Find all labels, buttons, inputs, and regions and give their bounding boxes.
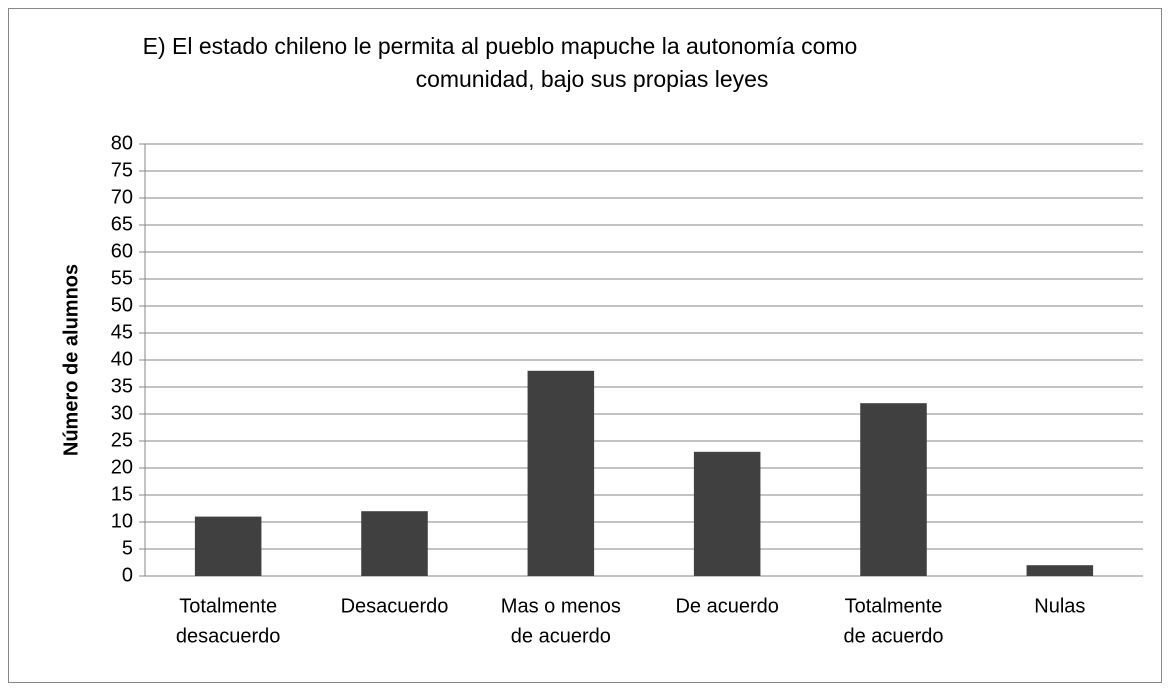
x-tick-label: de acuerdo (511, 625, 611, 647)
y-tick-label: 55 (111, 267, 133, 289)
x-tick-label: desacuerdo (176, 625, 281, 647)
y-tick-label: 5 (122, 537, 133, 559)
y-tick-label: 50 (111, 294, 133, 316)
bar (1026, 565, 1094, 576)
y-tick-label: 80 (111, 132, 133, 154)
y-tick-label: 45 (111, 321, 133, 343)
bar (194, 516, 262, 576)
y-tick-label: 20 (111, 456, 133, 478)
y-tick-label: 0 (122, 564, 133, 586)
y-tick-label: 70 (111, 186, 133, 208)
y-tick-label: 75 (111, 159, 133, 181)
y-tick-label: 60 (111, 240, 133, 262)
x-tick-label: De acuerdo (675, 595, 778, 617)
x-tick-label: Totalmente (179, 595, 277, 617)
bar (860, 403, 927, 576)
chart-title: E) El estado chileno le permita al puebl… (143, 33, 858, 59)
bar (693, 451, 761, 576)
chart-border (8, 8, 1162, 683)
y-tick-label: 35 (111, 375, 133, 397)
x-tick-label: de acuerdo (843, 625, 943, 647)
y-tick-label: 15 (111, 483, 133, 505)
x-tick-label: Nulas (1034, 595, 1085, 617)
chart-title: comunidad, bajo sus propias leyes (416, 66, 769, 92)
y-tick-label: 10 (111, 510, 133, 532)
y-tick-label: 65 (111, 213, 133, 235)
y-axis-label: Número de alumnos (60, 264, 82, 456)
bar (527, 370, 595, 576)
y-tick-label: 40 (111, 348, 133, 370)
y-tick-label: 25 (111, 429, 133, 451)
bar (361, 511, 428, 576)
x-tick-label: Mas o menos (501, 595, 621, 617)
y-tick-label: 30 (111, 402, 133, 424)
x-tick-label: Totalmente (845, 595, 943, 617)
x-tick-label: Desacuerdo (341, 595, 449, 617)
